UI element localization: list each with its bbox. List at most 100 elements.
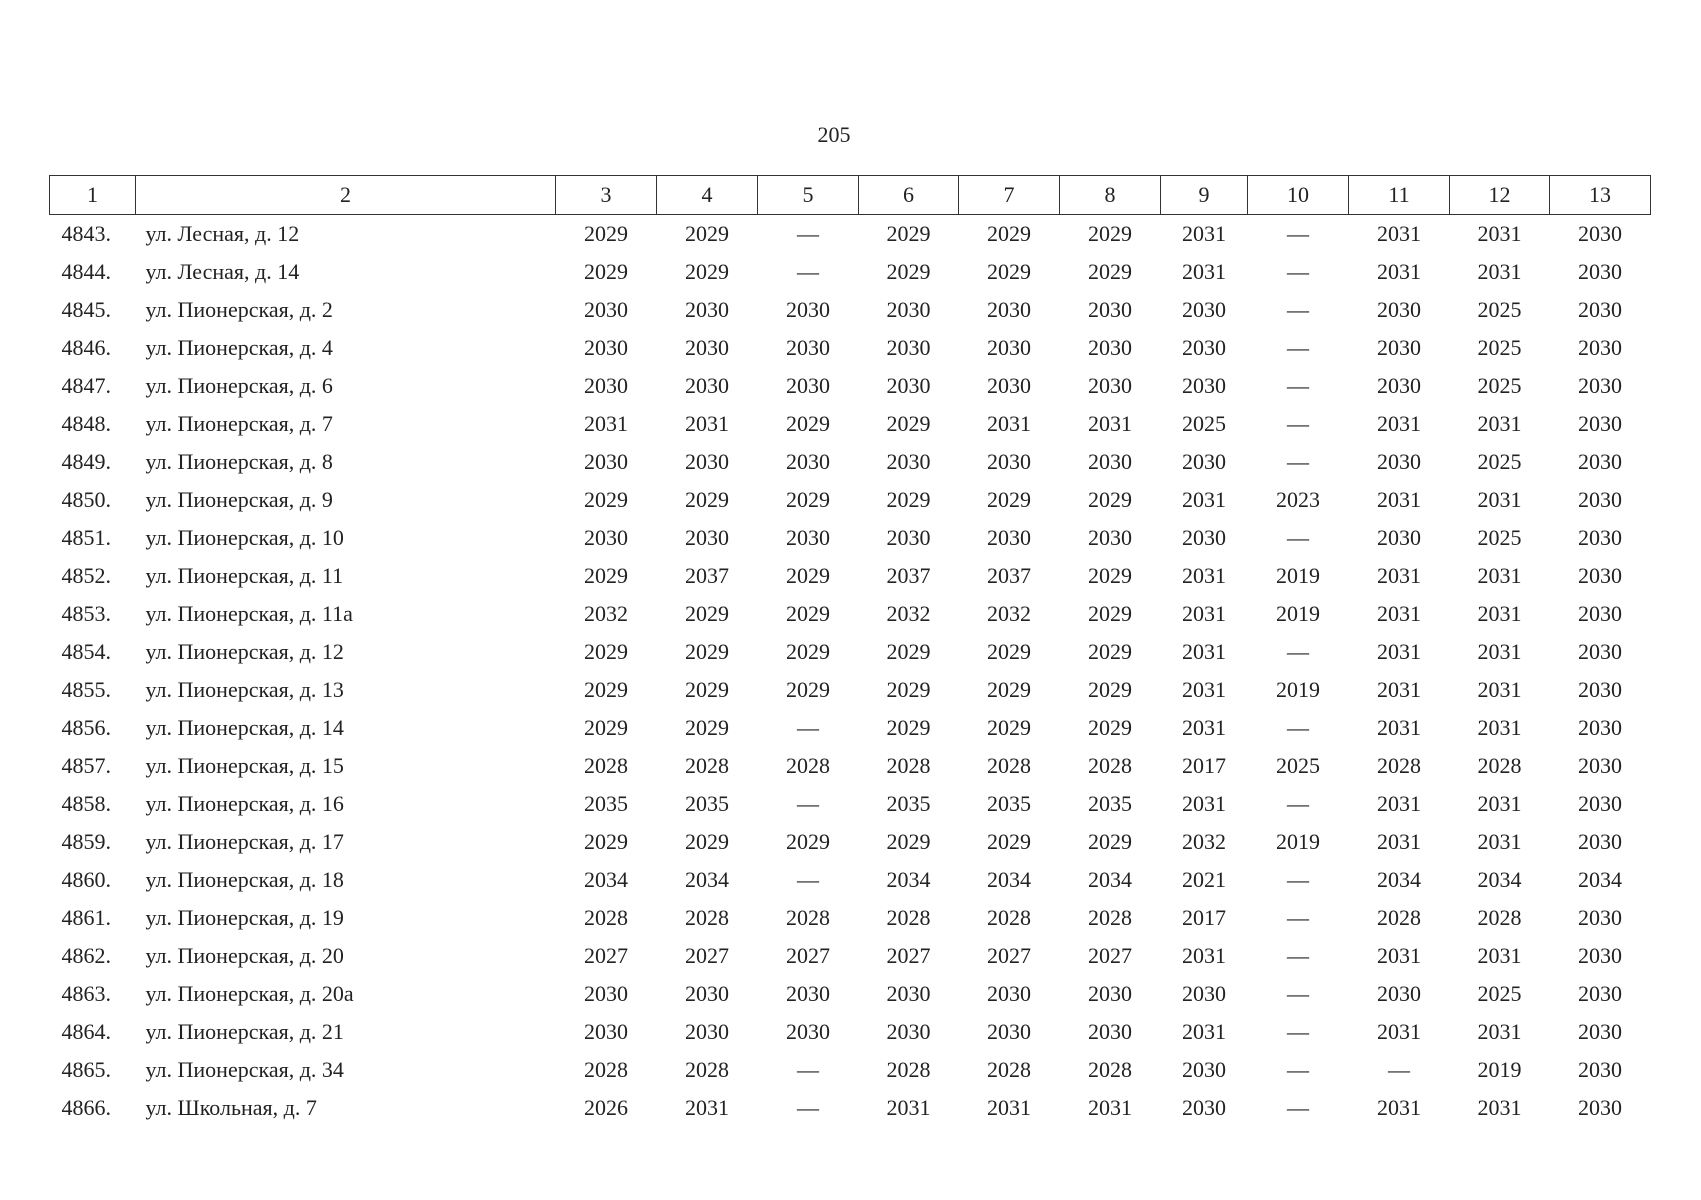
year-cell: 2031 xyxy=(1477,943,1522,968)
year-cell: 2029 xyxy=(584,677,628,702)
year-cell: 2028 xyxy=(886,905,931,930)
row-number: 4852. xyxy=(61,563,112,588)
year-cell: 2027 xyxy=(886,943,931,968)
year-cell: 2029 xyxy=(987,639,1031,664)
row-number: 4843. xyxy=(61,221,112,246)
year-cell: 2031 xyxy=(886,1095,931,1120)
year-cell: 2031 xyxy=(1182,487,1226,512)
table-row: 4865. ул. Пионерская, д. 34 2028 2028 — 2028 2… xyxy=(50,1051,1651,1089)
year-cell: 2034 xyxy=(685,867,729,892)
year-cell: 2028 xyxy=(1088,753,1132,778)
year-cell: 2030 xyxy=(1578,1019,1622,1044)
year-cell: 2037 xyxy=(886,563,931,588)
year-cell: — xyxy=(1287,943,1309,968)
table-row: 4849. ул. Пионерская, д. 8 2030 2030 2030 203… xyxy=(50,443,1651,481)
year-cell: — xyxy=(797,1095,819,1120)
row-number: 4850. xyxy=(61,487,112,512)
year-cell: 2028 xyxy=(584,905,628,930)
year-cell: 2031 xyxy=(1182,601,1226,626)
year-cell: 2031 xyxy=(1477,829,1522,854)
year-cell: 2034 xyxy=(987,867,1031,892)
year-cell: 2031 xyxy=(1477,487,1522,512)
year-cell: 2031 xyxy=(1377,943,1421,968)
row-number: 4857. xyxy=(61,753,112,778)
address-cell: ул. Пионерская, д. 4 xyxy=(145,335,333,360)
year-cell: 2031 xyxy=(1377,677,1421,702)
year-cell: — xyxy=(1287,259,1309,284)
table-row: 4860. ул. Пионерская, д. 18 2034 2034 — 2034 2… xyxy=(50,861,1651,899)
row-number: 4851. xyxy=(61,525,112,550)
header-row: 1 2 3 4 5 6 7 8 9 10 11 12 13 xyxy=(49,175,1651,215)
address-cell: ул. Пионерская, д. 7 xyxy=(145,411,333,436)
year-cell: 2030 xyxy=(685,335,729,360)
year-cell: 2028 xyxy=(685,753,729,778)
year-cell: 2030 xyxy=(786,373,830,398)
year-cell: — xyxy=(797,221,819,246)
row-number: 4863. xyxy=(61,981,112,1006)
year-cell: 2031 xyxy=(1477,715,1522,740)
year-cell: 2034 xyxy=(886,867,931,892)
year-cell: 2028 xyxy=(1088,905,1132,930)
year-cell: 2029 xyxy=(685,715,729,740)
header-cell: 2 xyxy=(135,175,556,215)
year-cell: 2029 xyxy=(685,221,729,246)
table-row: 4857. ул. Пионерская, д. 15 2028 2028 2028 20… xyxy=(50,747,1651,785)
row-number: 4865. xyxy=(61,1057,112,1082)
year-cell: 2031 xyxy=(1477,221,1522,246)
year-cell: — xyxy=(1287,639,1309,664)
year-cell: 2029 xyxy=(786,601,830,626)
year-cell: 2030 xyxy=(1182,525,1226,550)
year-cell: 2030 xyxy=(1088,449,1132,474)
year-cell: 2030 xyxy=(584,335,628,360)
table-row: 4850. ул. Пионерская, д. 9 2029 2029 2029 202… xyxy=(50,481,1651,519)
year-cell: 2030 xyxy=(584,373,628,398)
year-cell: 2031 xyxy=(1377,1095,1421,1120)
year-cell: 2030 xyxy=(1182,1095,1226,1120)
year-cell: 2030 xyxy=(987,449,1031,474)
year-cell: 2030 xyxy=(1182,1057,1226,1082)
year-cell: 2029 xyxy=(886,487,931,512)
year-cell: 2030 xyxy=(987,373,1031,398)
year-cell: 2030 xyxy=(987,297,1031,322)
year-cell: 2030 xyxy=(1578,981,1622,1006)
year-cell: 2030 xyxy=(1182,449,1226,474)
year-cell: 2028 xyxy=(886,1057,931,1082)
row-number: 4860. xyxy=(61,867,112,892)
year-cell: 2027 xyxy=(786,943,830,968)
year-cell: — xyxy=(1287,1095,1309,1120)
year-cell: 2030 xyxy=(1578,487,1622,512)
year-cell: 2021 xyxy=(1182,867,1226,892)
year-cell: 2029 xyxy=(1088,259,1132,284)
year-cell: — xyxy=(1287,905,1309,930)
year-cell: 2029 xyxy=(786,563,830,588)
year-cell: 2019 xyxy=(1477,1057,1522,1082)
address-cell: ул. Пионерская, д. 11 xyxy=(145,563,344,588)
year-cell: — xyxy=(1287,297,1309,322)
year-cell: 2030 xyxy=(1578,639,1622,664)
year-cell: 2030 xyxy=(987,335,1031,360)
row-number: 4854. xyxy=(61,639,112,664)
address-cell: ул. Пионерская, д. 11а xyxy=(145,601,353,626)
year-cell: 2028 xyxy=(1377,905,1421,930)
year-cell: 2031 xyxy=(1477,1019,1522,1044)
year-cell: 2030 xyxy=(1088,297,1132,322)
year-cell: 2031 xyxy=(1377,791,1421,816)
year-cell: 2035 xyxy=(1088,791,1132,816)
year-cell: 2030 xyxy=(685,1019,729,1044)
year-cell: 2037 xyxy=(987,563,1031,588)
year-cell: 2025 xyxy=(1477,981,1522,1006)
year-cell: 2029 xyxy=(886,639,931,664)
table-row: 4851. ул. Пионерская, д. 10 2030 2030 2030 20… xyxy=(50,519,1651,557)
year-cell: 2030 xyxy=(1088,373,1132,398)
year-cell: 2028 xyxy=(685,905,729,930)
address-cell: ул. Пионерская, д. 15 xyxy=(145,753,344,778)
address-cell: ул. Пионерская, д. 10 xyxy=(145,525,344,550)
address-cell: ул. Пионерская, д. 21 xyxy=(145,1019,344,1044)
year-cell: 2029 xyxy=(1088,563,1132,588)
year-cell: 2023 xyxy=(1276,487,1320,512)
year-cell: 2031 xyxy=(1377,563,1421,588)
row-number: 4858. xyxy=(61,791,112,816)
year-cell: 2031 xyxy=(1182,943,1226,968)
year-cell: 2031 xyxy=(1377,411,1421,436)
row-number: 4866. xyxy=(61,1095,112,1120)
